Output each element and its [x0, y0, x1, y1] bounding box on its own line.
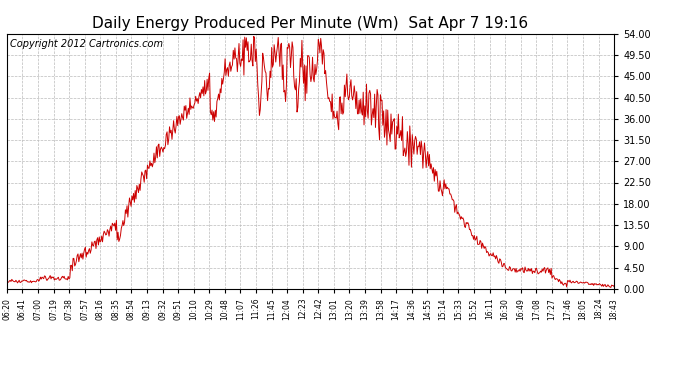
- Title: Daily Energy Produced Per Minute (Wm)  Sat Apr 7 19:16: Daily Energy Produced Per Minute (Wm) Sa…: [92, 16, 529, 31]
- Text: Copyright 2012 Cartronics.com: Copyright 2012 Cartronics.com: [10, 39, 163, 49]
